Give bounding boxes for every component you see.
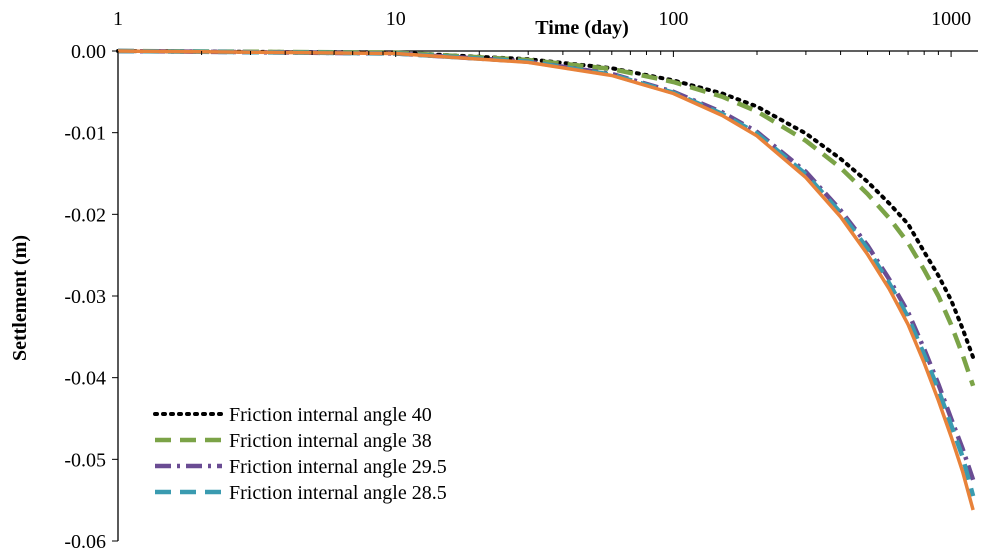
y-tick-label: -0.03 [64,286,106,308]
y-axis-title: Settlement (m) [9,235,31,361]
series-line-4 [117,48,976,497]
series-line-5 [117,49,975,511]
axes-layer: 1 10 100 1000 0.00 -0.01 -0.02 -0.03 -0.04 -0.05 -… [64,8,971,553]
x-axis-title: Time (day) [535,17,629,39]
y-tick-label: 0.00 [71,41,106,63]
series-layer [116,48,976,511]
x-tick-label: 1000 [931,8,971,30]
x-tick-label: 100 [658,8,688,30]
x-tick-label: 10 [386,8,406,30]
y-tick-label: -0.06 [64,531,106,553]
y-tick-label: -0.04 [64,368,106,390]
x-tick-label: 1 [113,8,123,30]
legend-label-3: Friction internal angle 29.5 [229,456,447,478]
legend-label-4: Friction internal angle 28.5 [229,482,447,504]
y-tick-label: -0.05 [64,449,106,471]
series-line-1 [116,49,976,360]
y-tick-label: -0.01 [64,123,106,145]
legend: Friction internal angle 40 Friction inter… [153,404,447,504]
y-tick-label: -0.02 [64,204,106,226]
legend-label-2: Friction internal angle 38 [229,430,432,452]
legend-label-1: Friction internal angle 40 [229,404,432,426]
